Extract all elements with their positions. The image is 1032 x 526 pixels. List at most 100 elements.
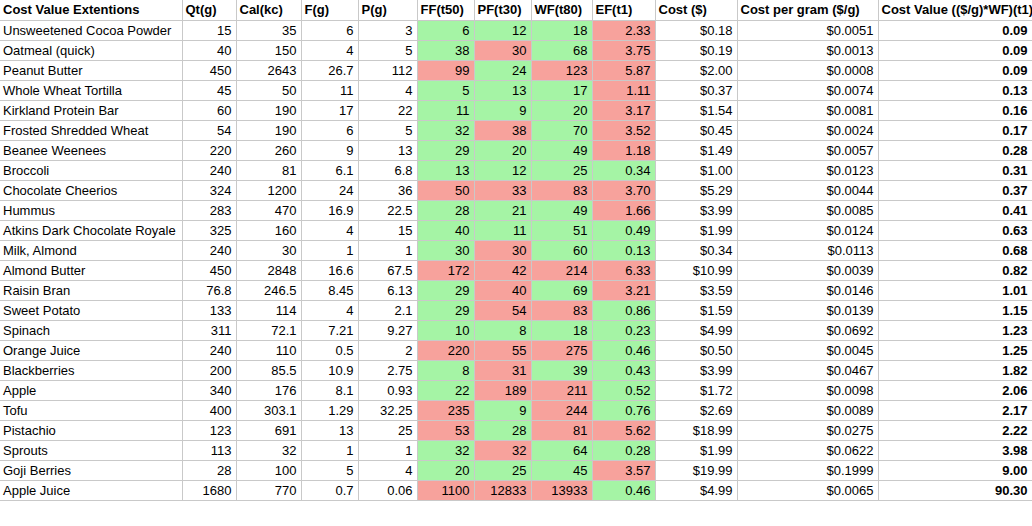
cell-ef[interactable]: 5.62 [592,420,655,440]
cell-cal[interactable]: 176 [236,380,301,400]
column-header-pf[interactable]: PF(t30) [474,0,531,20]
cell-f[interactable]: 8.45 [301,280,358,300]
cell-p[interactable]: 112 [358,60,417,80]
cell-ef[interactable]: 0.28 [592,440,655,460]
cell-name[interactable]: Beanee Weenees [0,140,182,160]
cell-ef[interactable]: 3.52 [592,120,655,140]
cell-cost-value[interactable]: 1.01 [878,280,1032,300]
cell-wf[interactable]: 45 [531,460,592,480]
cell-name[interactable]: Milk, Almond [0,240,182,260]
cell-cal[interactable]: 81 [236,160,301,180]
cell-cost[interactable]: $18.99 [655,420,737,440]
cell-name[interactable]: Unsweetened Cocoa Powder [0,20,182,40]
cell-pf[interactable]: 30 [474,240,531,260]
cell-cost[interactable]: $5.29 [655,180,737,200]
cell-cost[interactable]: $10.99 [655,260,737,280]
cell-cost-per-gram[interactable]: $0.0013 [737,40,878,60]
cell-pf[interactable]: 8 [474,320,531,340]
cell-ef[interactable]: 0.43 [592,360,655,380]
cell-qt[interactable]: 54 [182,120,236,140]
cell-p[interactable]: 0.06 [358,480,417,500]
cell-qt[interactable]: 113 [182,440,236,460]
cell-wf[interactable]: 64 [531,440,592,460]
cell-p[interactable]: 4 [358,80,417,100]
cell-cost[interactable]: $1.72 [655,380,737,400]
cell-wf[interactable]: 244 [531,400,592,420]
cell-qt[interactable]: 60 [182,100,236,120]
cell-pf[interactable]: 33 [474,180,531,200]
cell-p[interactable]: 32.25 [358,400,417,420]
cell-cal[interactable]: 2848 [236,260,301,280]
cell-ff[interactable]: 220 [417,340,474,360]
cell-ef[interactable]: 3.75 [592,40,655,60]
cell-cost[interactable]: $4.99 [655,320,737,340]
cell-ff[interactable]: 172 [417,260,474,280]
cell-cost-value[interactable]: 0.63 [878,220,1032,240]
cell-ef[interactable]: 1.66 [592,200,655,220]
cell-cost[interactable]: $3.99 [655,360,737,380]
cell-cost-per-gram[interactable]: $0.0123 [737,160,878,180]
cell-pf[interactable]: 40 [474,280,531,300]
cell-wf[interactable]: 49 [531,200,592,220]
cell-qt[interactable]: 76.8 [182,280,236,300]
cell-ff[interactable]: 5 [417,80,474,100]
cell-cost[interactable]: $4.99 [655,480,737,500]
cell-cost[interactable]: $0.34 [655,240,737,260]
cell-cost-per-gram[interactable]: $0.0089 [737,400,878,420]
cell-cost[interactable]: $0.37 [655,80,737,100]
cell-qt[interactable]: 400 [182,400,236,420]
cell-cal[interactable]: 35 [236,20,301,40]
cell-ff[interactable]: 29 [417,300,474,320]
cell-cost-per-gram[interactable]: $0.0692 [737,320,878,340]
cell-wf[interactable]: 69 [531,280,592,300]
cell-f[interactable]: 16.6 [301,260,358,280]
cell-name[interactable]: Raisin Bran [0,280,182,300]
cell-cost-value[interactable]: 0.68 [878,240,1032,260]
cell-cost-value[interactable]: 90.30 [878,480,1032,500]
column-header-ff[interactable]: FF(t50) [417,0,474,20]
cell-cost-per-gram[interactable]: $0.0113 [737,240,878,260]
cell-cost-per-gram[interactable]: $0.0065 [737,480,878,500]
cell-p[interactable]: 0.93 [358,380,417,400]
cell-f[interactable]: 4 [301,220,358,240]
cell-cost-per-gram[interactable]: $0.1999 [737,460,878,480]
cell-pf[interactable]: 12 [474,20,531,40]
cell-cal[interactable]: 303.1 [236,400,301,420]
cell-qt[interactable]: 240 [182,340,236,360]
cell-cost-value[interactable]: 0.16 [878,100,1032,120]
cell-wf[interactable]: 25 [531,160,592,180]
cell-qt[interactable]: 240 [182,240,236,260]
cell-qt[interactable]: 200 [182,360,236,380]
cell-cost-value[interactable]: 0.41 [878,200,1032,220]
cell-pf[interactable]: 31 [474,360,531,380]
cell-ff[interactable]: 29 [417,140,474,160]
cell-name[interactable]: Blackberries [0,360,182,380]
cell-f[interactable]: 6 [301,20,358,40]
cell-ff[interactable]: 53 [417,420,474,440]
cell-f[interactable]: 17 [301,100,358,120]
cell-cost-value[interactable]: 0.09 [878,40,1032,60]
cell-name[interactable]: Kirkland Protein Bar [0,100,182,120]
cell-name[interactable]: Frosted Shredded Wheat [0,120,182,140]
cell-cal[interactable]: 50 [236,80,301,100]
cell-wf[interactable]: 60 [531,240,592,260]
cell-wf[interactable]: 275 [531,340,592,360]
cell-name[interactable]: Sweet Potato [0,300,182,320]
cell-qt[interactable]: 340 [182,380,236,400]
cell-qt[interactable]: 15 [182,20,236,40]
cell-ff[interactable]: 99 [417,60,474,80]
cell-wf[interactable]: 49 [531,140,592,160]
cell-name[interactable]: Broccoli [0,160,182,180]
cell-cost-value[interactable]: 2.17 [878,400,1032,420]
cell-cost[interactable]: $3.99 [655,200,737,220]
cell-qt[interactable]: 45 [182,80,236,100]
cell-wf[interactable]: 18 [531,320,592,340]
cell-p[interactable]: 15 [358,220,417,240]
cell-name[interactable]: Tofu [0,400,182,420]
cell-ef[interactable]: 0.86 [592,300,655,320]
cell-cost-per-gram[interactable]: $0.0139 [737,300,878,320]
cell-wf[interactable]: 123 [531,60,592,80]
cell-pf[interactable]: 24 [474,60,531,80]
cell-cost-per-gram[interactable]: $0.0622 [737,440,878,460]
cell-ef[interactable]: 0.46 [592,340,655,360]
